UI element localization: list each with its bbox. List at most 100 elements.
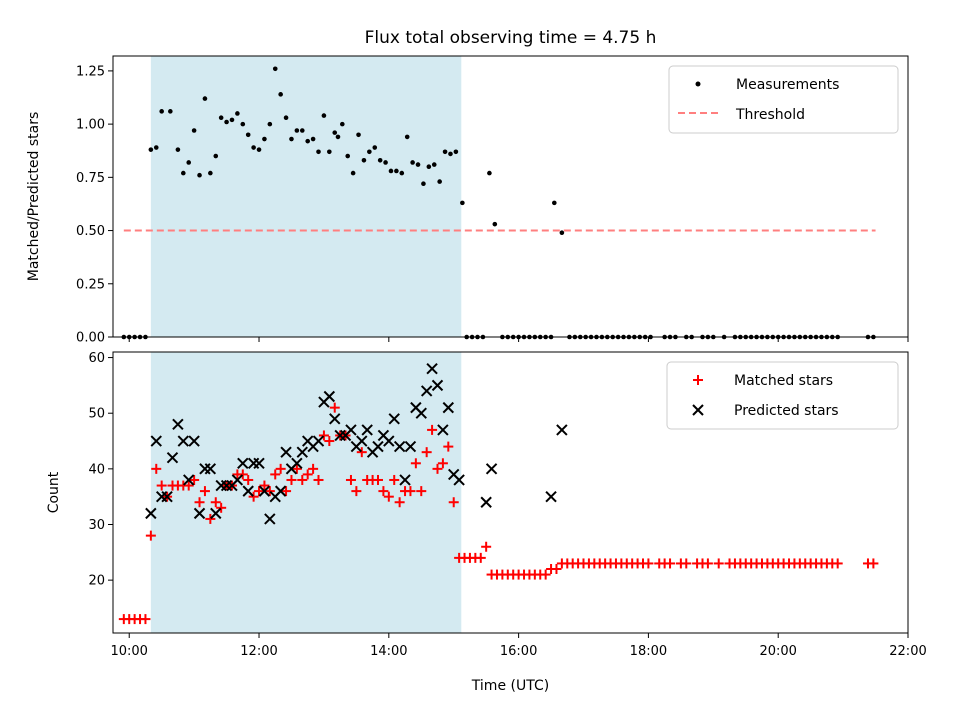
- predicted-star-point: [264, 513, 276, 525]
- matched-star-point: [378, 486, 389, 497]
- matched-star-point: [216, 502, 227, 513]
- predicted-star-point: [323, 390, 336, 403]
- measurement-point: [262, 136, 267, 142]
- matched-star-point: [248, 491, 259, 502]
- matched-star-point: [389, 474, 400, 485]
- y-tick-label: 20: [88, 574, 105, 589]
- measurement-point: [289, 136, 294, 142]
- matched-star-point: [448, 497, 459, 508]
- measurement-point: [181, 170, 186, 176]
- matched-star-point: [259, 480, 270, 491]
- predicted-star-point: [166, 452, 179, 464]
- measurement-point: [460, 200, 465, 206]
- matched-star-point: [416, 486, 427, 497]
- matched-star-point: [210, 497, 221, 508]
- predicted-star-point: [372, 440, 384, 453]
- measurement-point: [350, 170, 356, 176]
- matched-star-point: [205, 513, 216, 524]
- legend-plus-marker: [693, 375, 703, 385]
- measurement-point: [383, 160, 388, 165]
- x-tick-label: 22:00: [889, 644, 926, 659]
- measurement-point: [367, 149, 372, 155]
- matched-star-point: [351, 486, 362, 497]
- matched-star-point: [443, 441, 454, 452]
- measurement-point: [299, 128, 305, 133]
- measurement-point: [153, 145, 159, 150]
- measurement-point: [310, 136, 316, 142]
- predicted-star-point: [312, 435, 325, 447]
- x-axis-label: Time (UTC): [471, 678, 549, 694]
- matched-star-point: [264, 486, 275, 497]
- predicted-star-point: [172, 418, 184, 431]
- matched-star-point: [665, 558, 676, 569]
- y-tick-label: 1.00: [76, 118, 105, 133]
- measurement-point: [278, 92, 283, 97]
- matched-star-point: [324, 436, 335, 447]
- measurement-point: [272, 66, 278, 72]
- measurement-point: [283, 115, 289, 121]
- predicted-star-point: [161, 490, 173, 503]
- measurement-point: [240, 121, 246, 127]
- matched-star-point: [254, 486, 265, 497]
- matched-star-point: [183, 480, 194, 491]
- legend-label-threshold: Threshold: [735, 107, 805, 123]
- matched-star-point: [329, 402, 340, 413]
- measurement-point: [559, 230, 565, 235]
- matched-star-point: [356, 447, 367, 458]
- measurement-point: [442, 149, 448, 155]
- matched-star-point: [189, 474, 200, 485]
- measurement-point: [159, 109, 164, 114]
- matched-star-point: [481, 541, 492, 552]
- measurement-point: [437, 179, 442, 184]
- measurement-point: [197, 172, 202, 178]
- measurement-point: [316, 149, 321, 155]
- predicted-star-point: [291, 457, 303, 469]
- matched-star-point: [394, 497, 405, 508]
- observing-window-shade: [150, 56, 462, 337]
- measurement-point: [245, 132, 251, 138]
- predicted-star-point: [280, 446, 292, 458]
- matched-star-point: [270, 469, 281, 480]
- measurement-point: [294, 128, 300, 133]
- matched-star-point: [151, 463, 162, 474]
- x-tick-label: 12:00: [240, 644, 277, 659]
- top-panel: 0.00 0.25 0.50 0.75 1.00 1.25 Matched/Predict…: [26, 55, 909, 346]
- measurement-point: [251, 145, 256, 150]
- matched-star-point: [291, 463, 302, 474]
- measurement-point: [415, 162, 421, 167]
- predicted-star-point: [453, 474, 465, 486]
- predicted-star-point: [177, 435, 190, 447]
- matched-star-point: [421, 447, 432, 458]
- legend-marker-predicted: [692, 404, 704, 416]
- bottom-legend-box: [666, 361, 899, 430]
- matched-star-point: [702, 558, 713, 569]
- measurement-point: [372, 145, 378, 150]
- measurement-point: [426, 164, 432, 169]
- predicted-star-point: [258, 485, 271, 497]
- y-tick-label: 50: [88, 407, 105, 422]
- predicted-star-point: [545, 490, 557, 503]
- matched-star-point: [308, 463, 319, 474]
- predicted-star-point: [145, 507, 157, 520]
- predicted-star-point: [485, 463, 498, 475]
- matched-star-point: [156, 480, 167, 491]
- matched-star-point: [140, 614, 151, 625]
- predicted-star-point: [274, 485, 287, 497]
- x-tick-label: 20:00: [759, 644, 796, 659]
- x-tick-label: 16:00: [500, 644, 537, 659]
- top-legend-box: [668, 65, 899, 134]
- legend-label-predicted: Predicted stars: [734, 403, 839, 419]
- matched-star-point: [551, 564, 562, 575]
- measurement-point: [229, 117, 235, 123]
- bottom-y-axis-label: Count: [46, 471, 62, 513]
- matched-star-point: [318, 430, 329, 441]
- measurement-point: [552, 200, 557, 206]
- measurement-point: [202, 96, 208, 101]
- measurement-point: [361, 158, 367, 163]
- measurement-point: [377, 158, 383, 163]
- legend-label-measurements: Measurements: [736, 77, 839, 93]
- top-legend: Measurements Threshold: [668, 65, 899, 134]
- predicted-star-point: [210, 507, 222, 520]
- measurement-point: [448, 151, 453, 157]
